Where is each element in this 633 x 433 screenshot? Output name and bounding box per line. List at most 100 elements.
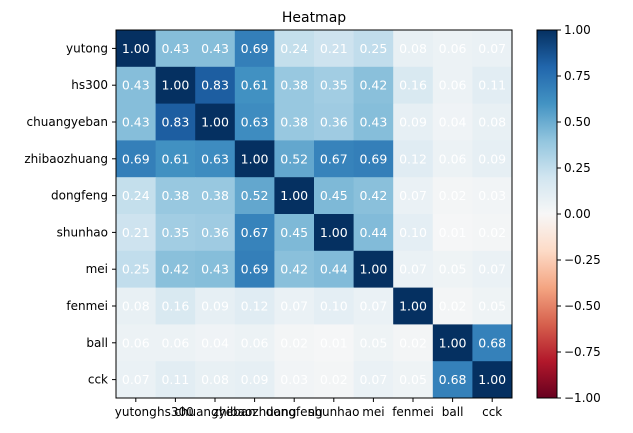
heatmap-cell [393, 287, 434, 325]
heatmap-cell [393, 66, 434, 105]
cell-value-label: 0.11 [478, 78, 506, 93]
heatmap-cell [314, 66, 355, 105]
cell-value-label: 1.00 [122, 41, 150, 56]
heatmap-cell [472, 140, 513, 178]
cell-value-label: 0.21 [122, 225, 150, 240]
heatmap-cell [155, 361, 196, 399]
cell-value-label: 0.06 [439, 41, 467, 56]
cell-value-label: 0.07 [478, 41, 506, 56]
x-tick-label: cck [482, 405, 502, 419]
cell-value-label: 0.36 [320, 115, 348, 130]
cell-value-label: 0.04 [201, 335, 229, 350]
y-tick-label: shunhao [57, 225, 108, 239]
cell-value-label: 0.07 [399, 188, 427, 203]
heatmap-cell [393, 177, 434, 215]
cell-value-label: 0.38 [201, 188, 229, 203]
heatmap-cell [393, 140, 434, 178]
cell-value-label: 0.38 [161, 188, 189, 203]
cell-value-label: 0.16 [399, 78, 427, 93]
heatmap-cell [195, 103, 236, 141]
heatmap-cell [353, 140, 394, 178]
colorbar [536, 29, 558, 399]
heatmap-cell [353, 66, 394, 105]
cell-value-label: 0.10 [399, 225, 427, 240]
x-tick-label: ball [442, 405, 464, 419]
heatmap-cell [393, 324, 434, 362]
heatmap-cell [393, 214, 434, 252]
heatmap-cell [234, 324, 275, 362]
heatmap-cell [314, 361, 355, 399]
cell-value-label: 0.42 [359, 78, 387, 93]
cell-value-label: 0.35 [161, 225, 189, 240]
heatmap-cell [432, 214, 473, 252]
heatmap-cell [155, 214, 196, 252]
heatmap-cell [432, 66, 473, 105]
cell-value-label: 0.03 [478, 188, 506, 203]
cell-value-label: 0.43 [359, 115, 387, 130]
heatmap-cell [234, 30, 275, 68]
heatmap-cell [155, 250, 196, 289]
colorbar-tick-label: −1.00 [564, 391, 601, 405]
heatmap-cell [472, 214, 513, 252]
y-tick-label: ball [86, 336, 108, 350]
cell-value-label: 0.08 [122, 299, 150, 314]
cell-value-label: 0.68 [439, 372, 467, 387]
heatmap-cell [195, 177, 236, 215]
cell-value-label: 0.69 [241, 41, 269, 56]
cell-value-label: 0.36 [201, 225, 229, 240]
heatmap-cell [234, 140, 275, 178]
heatmap-cell [155, 103, 196, 141]
heatmap-cell [314, 250, 355, 289]
heatmap-cell [155, 66, 196, 105]
heatmap-cell [195, 324, 236, 362]
colorbar-tick-label: 0.75 [564, 69, 591, 83]
cell-value-label: 0.07 [359, 299, 387, 314]
heatmap-cell [472, 361, 513, 399]
cell-value-label: 1.00 [359, 262, 387, 277]
heatmap-cell [116, 103, 157, 141]
x-tick-label: dongfeng [266, 405, 323, 419]
cell-value-label: 0.07 [122, 372, 150, 387]
heatmap-cell [353, 361, 394, 399]
colorbar-tick-label: −0.25 [564, 253, 601, 267]
cell-value-label: 0.06 [439, 78, 467, 93]
x-tick-label: fenmei [392, 405, 434, 419]
heatmap-cell [195, 30, 236, 68]
y-tick-label: mei [86, 262, 108, 276]
cell-value-label: 0.09 [241, 372, 269, 387]
y-tick-label: dongfeng [51, 189, 108, 203]
cell-value-label: 0.07 [478, 262, 506, 277]
heatmap-cell [432, 177, 473, 215]
cell-value-label: 0.06 [161, 335, 189, 350]
heatmap-cell [234, 287, 275, 325]
cell-value-label: 0.25 [359, 41, 387, 56]
heatmap-cell [472, 103, 513, 141]
heatmap-cell [314, 324, 355, 362]
cell-value-label: 0.06 [241, 335, 269, 350]
heatmap-cell [274, 287, 315, 325]
cell-value-label: 0.12 [241, 299, 269, 314]
cell-value-label: 0.05 [399, 372, 427, 387]
cell-value-label: 0.02 [320, 372, 348, 387]
cell-value-label: 0.43 [122, 115, 150, 130]
y-tick-label: chuangyeban [27, 115, 108, 129]
cell-value-label: 0.10 [320, 299, 348, 314]
x-axis: yutong hs300chuangyebanzhibaozhuangdongfe… [115, 398, 502, 419]
cell-value-label: 0.12 [399, 151, 427, 166]
heatmap-cell [353, 250, 394, 289]
heatmap-cell [432, 103, 473, 141]
heatmap-cell [155, 177, 196, 215]
cell-value-label: 0.42 [161, 262, 189, 277]
heatmap-cell [393, 103, 434, 141]
cell-value-label: 0.44 [320, 262, 348, 277]
cell-value-label: 0.44 [359, 225, 387, 240]
x-tick-label: zhibaozhuang [213, 405, 297, 419]
cell-value-label: 0.63 [201, 151, 229, 166]
cell-value-label: 0.69 [241, 262, 269, 277]
heatmap-cell [432, 140, 473, 178]
heatmap-cell [274, 140, 315, 178]
x-tick-label: shunhao [308, 405, 359, 419]
cell-value-label: 0.69 [122, 151, 150, 166]
cell-value-label: 0.68 [478, 335, 506, 350]
colorbar-tick-label: 1.00 [564, 23, 591, 37]
